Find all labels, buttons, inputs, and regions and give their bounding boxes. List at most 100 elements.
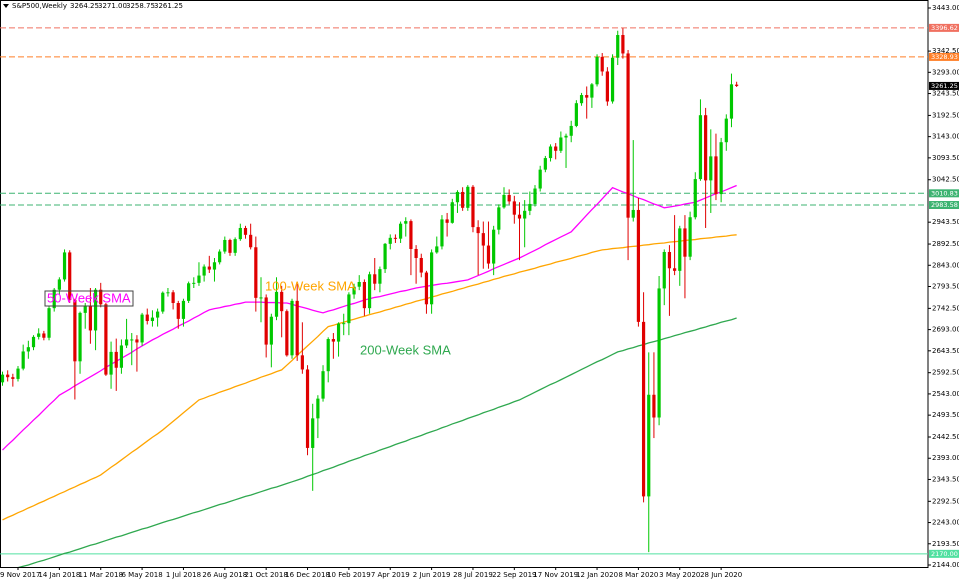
x-tick-label: 3 May 2020 [659, 571, 700, 579]
candle-body [404, 221, 408, 224]
candle-body [114, 351, 118, 368]
candle-body [698, 115, 703, 180]
candle-body [42, 333, 46, 338]
candle-body [259, 297, 263, 299]
candle-body [704, 115, 708, 181]
price-level-label: 3328.93 [931, 53, 958, 61]
candle-body [187, 283, 191, 301]
y-tick-label: 3192.50 [932, 111, 959, 119]
candle-body [714, 156, 718, 195]
candle-body [212, 262, 217, 270]
title-values: 3264.25 3271.00 3258.75 3261.25 [70, 2, 183, 10]
candle-body [373, 274, 377, 284]
candle-body [466, 186, 470, 208]
y-tick-label: 2343.50 [932, 475, 959, 483]
x-tick-label: 1 Jul 2018 [166, 571, 201, 579]
annotation-box [44, 290, 134, 307]
y-tick-label: 2892.50 [932, 240, 959, 248]
candle-body [533, 188, 537, 204]
candle-body [383, 243, 387, 270]
candle-body [280, 291, 284, 312]
y-tick-label: 3042.50 [932, 176, 959, 184]
candle-body [559, 137, 563, 151]
candle-body [647, 394, 651, 497]
candle-body [626, 53, 630, 218]
menu-triangle[interactable] [3, 4, 9, 8]
candle-body [683, 228, 687, 257]
chart-title: S&P500,Weekly [12, 2, 67, 10]
y-tick-label: 2144.00 [932, 561, 959, 569]
candle-body [719, 142, 723, 195]
candle-body [26, 347, 30, 352]
x-tick-label: 28 Jul 2019 [453, 571, 493, 579]
current-price-label: 3261.25 [931, 82, 958, 90]
candle-body [729, 84, 734, 119]
candle-body [605, 71, 609, 102]
candle-body [243, 227, 248, 235]
candle-body [528, 203, 532, 211]
annotations: 50-Week SMA 100-Week SMA 200-Week SMA [47, 278, 451, 357]
candle-body [311, 418, 315, 448]
candle-body [31, 336, 36, 348]
title-value: 3261.25 [154, 2, 183, 10]
candle-body [554, 146, 558, 151]
candle-body [367, 274, 372, 309]
candle-body [218, 251, 222, 263]
sma-annotation: 50-Week SMA [47, 290, 131, 305]
candle-body [192, 282, 196, 284]
x-tick-label: 17 Nov 2019 [533, 571, 578, 579]
y-tick-label: 3243.50 [932, 90, 959, 98]
candle-body [269, 316, 273, 345]
plot-frame [0, 0, 929, 568]
x-tick-label: 12 Jan 2020 [576, 571, 618, 579]
x-tick-label: 26 Aug 2018 [202, 571, 247, 579]
y-tick-label: 2943.50 [932, 218, 959, 226]
x-tick-label: 28 Jun 2020 [700, 571, 742, 579]
candle-body [641, 321, 646, 497]
candle-body [326, 339, 330, 372]
candle-body [150, 317, 155, 322]
x-tick-label: 7 Apr 2019 [371, 571, 410, 579]
axes: 3443.00 3342.50 3293.00 3243.50 3192.50 3143.… [0, 4, 959, 579]
candle-body [331, 339, 335, 342]
y-tick-label: 3443.00 [932, 4, 959, 12]
candle-body [336, 323, 341, 342]
candle-body [688, 217, 692, 257]
candle-body [171, 292, 175, 304]
candle-body [37, 333, 41, 337]
candle-body [124, 339, 129, 346]
candle-body [88, 306, 92, 331]
candle-body [6, 374, 10, 378]
title-value: 3271.00 [98, 2, 127, 10]
candle-body [249, 234, 253, 248]
y-tick-label: 2592.50 [932, 369, 959, 377]
candle-body [347, 294, 351, 324]
candle-body [548, 146, 553, 159]
candle-body [104, 304, 108, 375]
candle-body [274, 291, 279, 317]
candle-body [600, 56, 604, 72]
candle-body [156, 311, 160, 318]
candle-body [202, 266, 206, 276]
candle-body [398, 223, 403, 239]
candle-body [254, 247, 258, 298]
candle-body [52, 289, 56, 309]
candle-body [579, 95, 584, 104]
y-tick-label: 2493.50 [932, 411, 959, 419]
sma-line [2, 234, 737, 521]
candle-body [590, 84, 594, 98]
y-tick-label: 2442.50 [932, 433, 959, 441]
candle-body [440, 219, 444, 247]
candle-body [109, 351, 113, 375]
x-tick-label: 22 Sep 2019 [492, 571, 536, 579]
candle-body [285, 311, 289, 356]
candle-body [569, 125, 573, 136]
y-tick-label: 2643.50 [932, 347, 959, 355]
candle-body [99, 289, 103, 305]
price-level-label: 3396.62 [931, 24, 958, 32]
candle-body [342, 323, 346, 325]
y-tick-label: 2193.50 [932, 540, 959, 548]
candle-body [693, 179, 697, 218]
candle-body [445, 219, 449, 223]
candle-body [419, 257, 423, 273]
